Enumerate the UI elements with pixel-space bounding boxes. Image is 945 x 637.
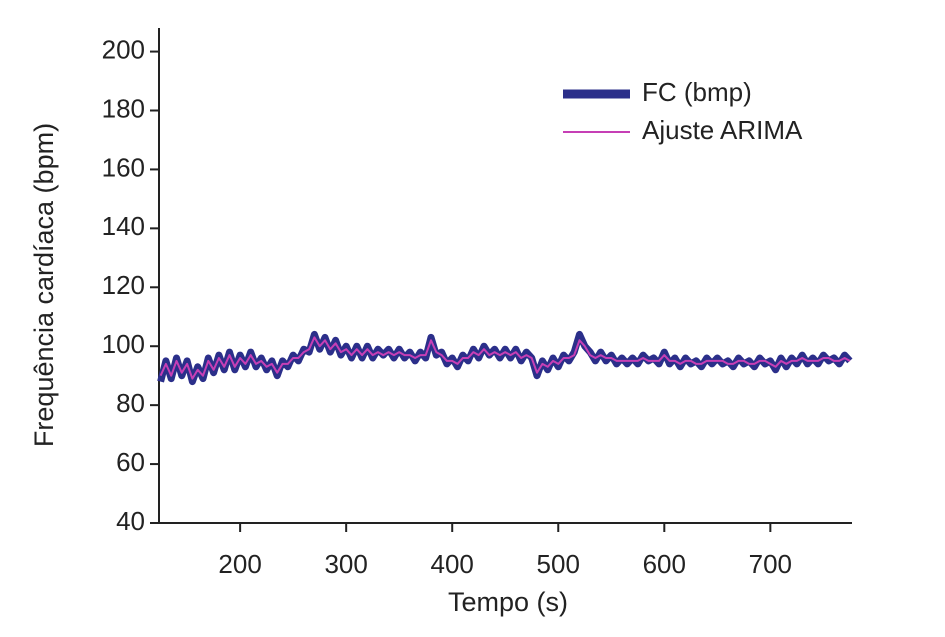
y-tick-label: 180 [102, 93, 145, 123]
x-tick-label: 700 [749, 549, 792, 579]
series-line [157, 330, 853, 386]
x-tick-label: 300 [324, 549, 367, 579]
x-axis-label: Tempo (s) [448, 587, 568, 617]
y-tick-label: 100 [102, 329, 145, 359]
series-line [159, 336, 851, 380]
x-tick-label: 400 [431, 549, 474, 579]
x-tick-label: 200 [218, 549, 261, 579]
y-tick-label: 60 [116, 447, 145, 477]
y-tick-label: 40 [116, 506, 145, 536]
y-tick-label: 120 [102, 270, 145, 300]
y-tick-label: 160 [102, 152, 145, 182]
y-tick-label: 200 [102, 34, 145, 64]
y-tick-label: 80 [116, 388, 145, 418]
x-tick-label: 600 [643, 549, 686, 579]
y-axis-label: Frequência cardíaca (bpm) [29, 123, 59, 447]
legend-label: Ajuste ARIMA [642, 115, 803, 145]
legend-label: FC (bmp) [642, 77, 752, 107]
y-tick-label: 140 [102, 211, 145, 241]
x-tick-label: 500 [537, 549, 580, 579]
